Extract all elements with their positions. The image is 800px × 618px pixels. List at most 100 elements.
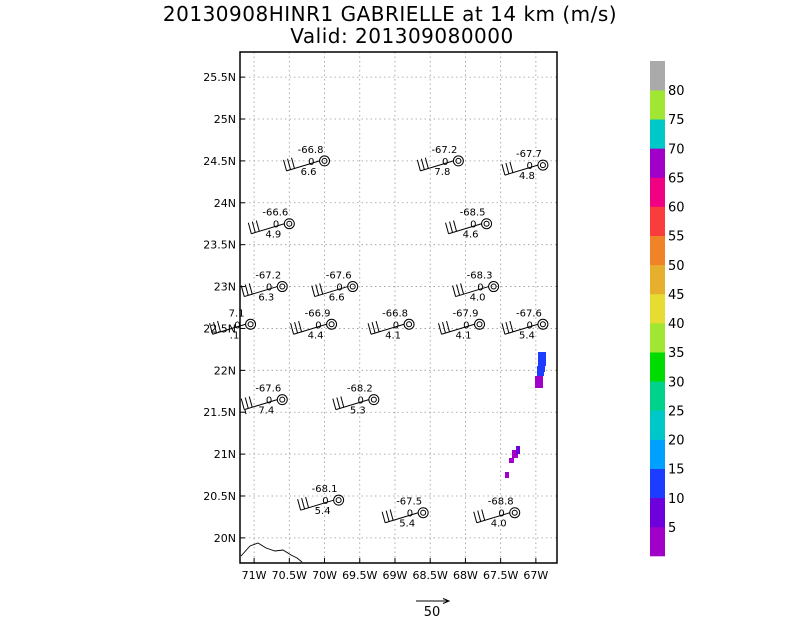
- station-mid-value: 0: [273, 220, 279, 231]
- station-inner-circle: [335, 497, 342, 504]
- colorbar-label: 30: [668, 375, 685, 390]
- x-tick-label: 71W: [242, 569, 267, 582]
- wind-station: -67.704.8: [501, 149, 549, 182]
- station-inner-circle: [279, 283, 286, 290]
- station-top-value: -67.6: [516, 308, 542, 319]
- wind-barb-flag: [294, 322, 299, 334]
- colorbar-swatch: [650, 497, 665, 528]
- wind-station: -66.904.4: [290, 308, 338, 341]
- station-top-value: -68.8: [488, 497, 514, 508]
- latitude-axis: 20N 20.5N 21N 21.5N 22N 22.5N 23N 23.5N 24N 24.5N…: [203, 71, 245, 545]
- wind-barb-flag: [509, 320, 514, 333]
- colorbar-label: 65: [668, 171, 685, 186]
- station-bottom-value: 4.4: [308, 330, 324, 341]
- wind-barb-flag: [240, 285, 245, 297]
- wind-barb-shaft: [420, 160, 454, 172]
- x-tick-label: 68.5W: [413, 569, 448, 582]
- wind-station: -68.304.0: [452, 271, 500, 304]
- station-mid-value: 0: [498, 509, 504, 520]
- station-circle: [368, 394, 380, 406]
- station-top-value: -68.3: [467, 271, 493, 282]
- wind-barb-flag: [375, 320, 380, 333]
- station-bottom-value: 4.1: [456, 330, 472, 341]
- station-bottom-value: .1: [230, 330, 240, 341]
- wind-barb-shaft: [293, 323, 327, 335]
- colorbar-swatch: [650, 264, 665, 295]
- y-tick-label: 20N: [214, 532, 236, 545]
- wind-station: -67.606.6: [311, 271, 359, 304]
- station-top-value: -66.6: [262, 208, 288, 219]
- station-circle: [537, 318, 549, 330]
- station-mid-value: 0: [393, 320, 399, 331]
- wind-station: -68.504.6: [445, 208, 493, 241]
- wind-barb-flag: [305, 496, 310, 509]
- y-tick-label: 25.5N: [203, 71, 236, 84]
- wind-barb-flag: [473, 511, 478, 523]
- station-bottom-value: 5.4: [399, 519, 415, 530]
- wind-barb-flag: [297, 499, 302, 511]
- colorbar-label: 50: [668, 259, 685, 274]
- wind-barb-flag: [251, 221, 256, 233]
- station-bottom-value: 5.3: [350, 406, 366, 417]
- colorbar-label: 55: [668, 230, 685, 245]
- wind-barb-flag: [248, 396, 253, 408]
- y-tick-label: 20.5N: [203, 490, 236, 503]
- station-inner-circle: [476, 321, 483, 328]
- colorbar-swatch: [650, 235, 665, 266]
- wind-barb-flag: [509, 161, 514, 174]
- colorbar-label: 25: [668, 404, 685, 419]
- colorbar-swatch: [650, 61, 665, 91]
- radar-echo-cell: [505, 472, 509, 478]
- station-inner-circle: [483, 220, 490, 227]
- colorbar-swatch: [650, 439, 665, 469]
- station-bottom-value: 4.9: [265, 230, 281, 241]
- station-circle: [326, 318, 338, 330]
- radar-echo-cell: [540, 352, 545, 372]
- station-inner-circle: [511, 509, 518, 516]
- station-bottom-value: 7.4: [258, 406, 274, 417]
- wind-barb-flag: [477, 510, 482, 522]
- station-inner-circle: [328, 321, 335, 328]
- station-top-value: -68.2: [347, 384, 373, 395]
- wind-barb-flag: [332, 398, 337, 410]
- wind-station: -66.604.9: [247, 208, 295, 241]
- station-inner-circle: [420, 509, 427, 516]
- station-bottom-value: 5.4: [315, 506, 331, 517]
- wind-barb-flag: [340, 396, 345, 408]
- wind-barb-flag: [416, 159, 421, 172]
- colorbar-swatch: [650, 410, 665, 440]
- wind-barb-shaft: [251, 223, 285, 235]
- station-circle: [245, 318, 257, 330]
- colorbar-label: 10: [668, 492, 685, 507]
- wind-barb-flag: [445, 222, 450, 234]
- x-tick-label: 67.5W: [483, 569, 518, 582]
- station-bottom-value: 6.6: [301, 167, 317, 178]
- wind-barb-flag: [385, 510, 390, 522]
- y-tick-label: 24N: [214, 197, 236, 210]
- wind-barb-flag: [247, 222, 252, 234]
- wind-barb-flag: [315, 284, 320, 296]
- valid-time-label: Valid: 201309080000: [290, 24, 514, 48]
- station-inner-circle: [539, 321, 546, 328]
- wind-barb-flag: [424, 157, 429, 169]
- wind-barb-flag: [209, 323, 214, 335]
- station-circle: [333, 494, 345, 506]
- y-tick-label: 22.5N: [203, 322, 236, 335]
- station-top-value: -68.5: [460, 208, 486, 219]
- colorbar-swatch: [650, 526, 665, 557]
- station-inner-circle: [455, 157, 462, 164]
- wind-barb-flag: [283, 159, 288, 172]
- station-top-value: -68.1: [312, 484, 338, 495]
- wind-station: -68.205.3: [332, 384, 380, 417]
- colorbar-label: 75: [668, 113, 685, 128]
- wind-station: -67.207.8: [416, 145, 464, 178]
- colorbar-swatch: [650, 148, 665, 178]
- wind-stations: -66.806.6-67.207.8-67.704.8-66.604.9-68.…: [209, 145, 549, 530]
- wind-station: -68.804.0: [473, 497, 521, 530]
- station-bottom-value: 6.3: [258, 293, 274, 304]
- wind-barb-shaft: [370, 323, 405, 335]
- station-top-value: 7.1: [229, 308, 245, 319]
- station-inner-circle: [279, 396, 286, 403]
- station-circle: [276, 394, 288, 406]
